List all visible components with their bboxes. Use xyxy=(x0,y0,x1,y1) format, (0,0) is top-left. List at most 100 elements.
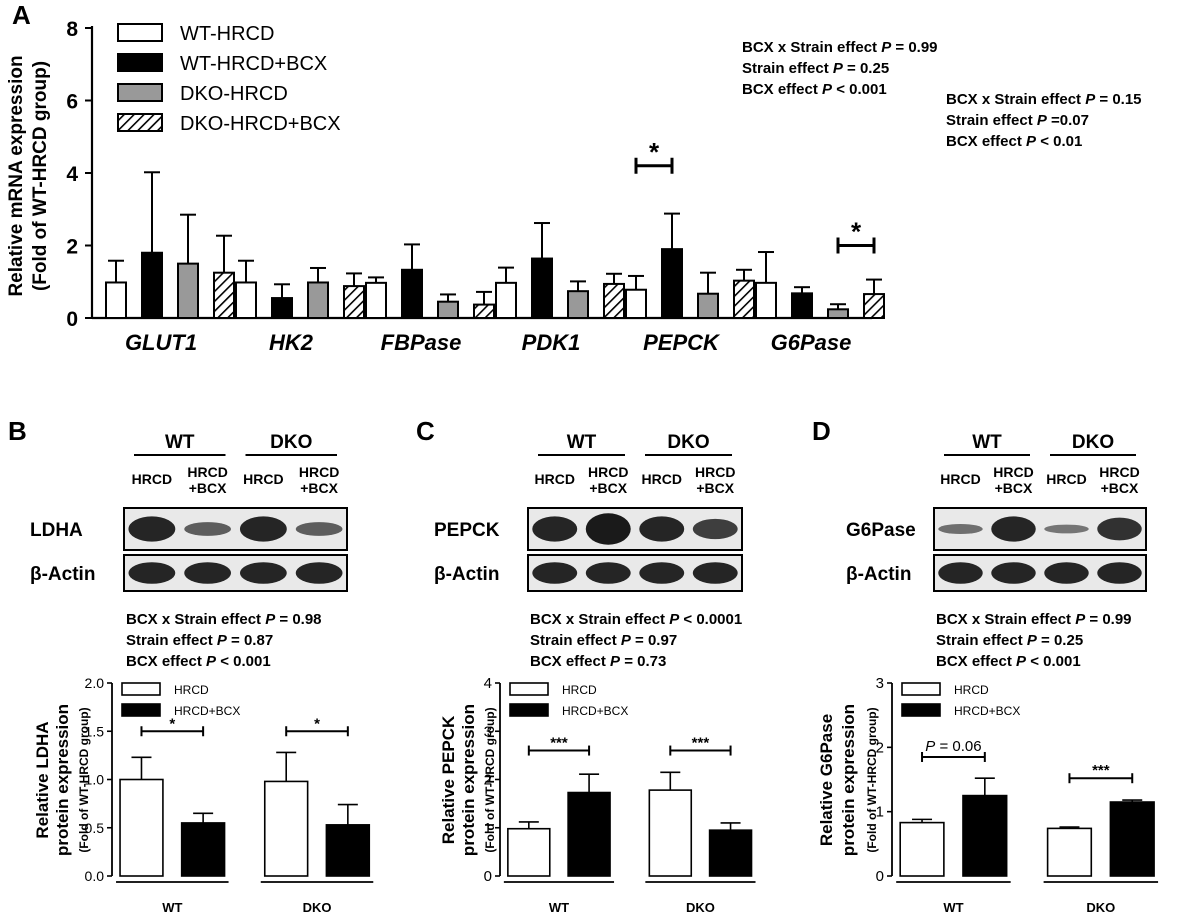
blot-row-label: G6Pase xyxy=(846,520,916,541)
stats-line-part: Strain effect xyxy=(530,632,621,649)
bar-wt-hrcd-bcx xyxy=(531,257,553,319)
group-label: DKO xyxy=(1086,900,1115,915)
blot-row-label: PEPCK xyxy=(434,520,500,541)
stats-line-part: P xyxy=(669,611,680,628)
bar-hrcd xyxy=(1046,827,1093,877)
blot-row-label: β-Actin xyxy=(30,564,95,585)
bar-dko-hrcd-bcx xyxy=(213,271,235,319)
bar-dko-hrcd xyxy=(567,290,589,319)
y-tick-label: 2 xyxy=(876,739,884,756)
bar-hrcd xyxy=(507,827,551,877)
significance-p-part: = 0.06 xyxy=(935,738,981,755)
panel-label-b: B xyxy=(8,416,27,446)
bar-hrcd-bcx xyxy=(180,822,226,877)
blot-band xyxy=(239,562,287,584)
stats-line-part: = 0.98 xyxy=(275,611,321,628)
lane-label: +BCX xyxy=(696,480,734,496)
stats-line-part: = 0.99 xyxy=(1085,611,1131,628)
bar-dko-hrcd-bcx xyxy=(473,303,495,319)
stats-line-part: < 0.001 xyxy=(1026,653,1081,670)
blot-band xyxy=(991,516,1036,542)
blot-band xyxy=(991,562,1036,584)
y-axis-label: protein expression xyxy=(459,704,478,856)
stats-line-a1-part: = 0.99 xyxy=(891,39,937,56)
y-axis-label: Relative G6Pase xyxy=(817,714,836,846)
significance-star: * xyxy=(649,137,660,167)
bar-hrcd xyxy=(648,789,693,877)
y-tick-label: 0 xyxy=(876,868,884,885)
blot-band xyxy=(1044,524,1089,534)
y-axis-label: protein expression xyxy=(53,704,72,856)
bar-hrcd-bcx xyxy=(325,824,371,877)
stats-line-part: = 0.87 xyxy=(227,632,273,649)
legend-label: HRCD xyxy=(174,683,209,697)
legend-label: DKO-HRCD xyxy=(180,83,288,105)
significance-p-part: P xyxy=(925,738,935,755)
stats-line-part: BCX effect xyxy=(126,653,206,670)
legend-swatch xyxy=(509,703,549,717)
group-label: WT xyxy=(162,900,182,915)
y-tick-label-a: 6 xyxy=(66,91,78,114)
stats-line-a2: BCX effect P < 0.01 xyxy=(946,133,1082,150)
y-axis-label: Relative PEPCK xyxy=(439,715,458,844)
y-tick-label: 1 xyxy=(484,820,492,837)
significance-star: * xyxy=(314,715,320,732)
legend-label: WT-HRCD+BCX xyxy=(180,53,327,75)
y-axis-label: (Fold of WT-HRCD group) xyxy=(77,707,91,852)
blot-band xyxy=(128,562,176,584)
stats-line-part: Strain effect xyxy=(936,632,1027,649)
bar-hrcd-bcx xyxy=(567,791,611,877)
group-label: WT xyxy=(549,900,569,915)
blot-band xyxy=(692,562,738,584)
legend-swatch xyxy=(121,703,161,717)
category-label: GLUT1 xyxy=(125,330,197,355)
legend-swatch xyxy=(117,53,163,72)
bar-dko-hrcd-bcx xyxy=(343,285,365,320)
lane-label: HRCD xyxy=(1046,471,1086,487)
category-label: HK2 xyxy=(269,330,314,355)
significance-star: *** xyxy=(692,735,710,752)
bar-wt-hrcd-bcx xyxy=(661,248,683,319)
stats-line-part: = 0.25 xyxy=(1037,632,1083,649)
legend-swatch xyxy=(117,23,163,42)
y-tick-label: 3 xyxy=(484,723,492,740)
group-label: WT xyxy=(943,900,963,915)
blot-group-label: DKO xyxy=(1072,432,1114,453)
category-label: PEPCK xyxy=(643,330,721,355)
bar-wt-hrcd xyxy=(625,288,647,320)
blot-row-label: LDHA xyxy=(30,520,83,541)
bar-hrcd-bcx xyxy=(708,829,753,877)
stats-line-part: = 0.97 xyxy=(631,632,677,649)
bar-dko-hrcd xyxy=(437,300,459,319)
y-tick-label: 4 xyxy=(484,675,492,692)
stats-line-part: BCX x Strain effect xyxy=(126,611,265,628)
stats-line-a2: BCX x Strain effect P = 0.15 xyxy=(946,91,1142,108)
blot-band xyxy=(692,518,738,540)
category-label: PDK1 xyxy=(522,330,581,355)
stats-line-a2-part: BCX effect xyxy=(946,133,1026,150)
blot-band xyxy=(532,516,578,542)
stats-line-a2-part: P xyxy=(1026,133,1037,150)
stats-line-part: P xyxy=(610,653,621,670)
bar-wt-hrcd xyxy=(495,281,517,319)
y-axis-label: Relative LDHA xyxy=(33,721,52,838)
stats-line-a2-part: P xyxy=(1037,112,1048,129)
stats-line-a1: Strain effect P = 0.25 xyxy=(742,60,889,77)
blot-band xyxy=(639,562,685,584)
legend-swatch xyxy=(901,682,941,696)
bar-wt-hrcd-bcx xyxy=(401,268,423,320)
stats-line-part: BCX x Strain effect xyxy=(936,611,1075,628)
legend-label: HRCD xyxy=(562,683,597,697)
y-tick-label: 1 xyxy=(876,804,884,821)
bar-dko-hrcd xyxy=(307,281,329,320)
stats-line-part: P xyxy=(1075,611,1086,628)
blot-band xyxy=(585,562,631,584)
stats-line: Strain effect P = 0.87 xyxy=(126,632,273,649)
group-label: DKO xyxy=(686,900,715,915)
bar-wt-hrcd xyxy=(105,281,127,320)
stats-line-a1-part: BCX x Strain effect xyxy=(742,39,881,56)
blot-band xyxy=(1097,562,1142,584)
y-tick-label-a: 2 xyxy=(66,236,78,259)
blot-band xyxy=(295,522,343,536)
lane-label: +BCX xyxy=(589,480,627,496)
